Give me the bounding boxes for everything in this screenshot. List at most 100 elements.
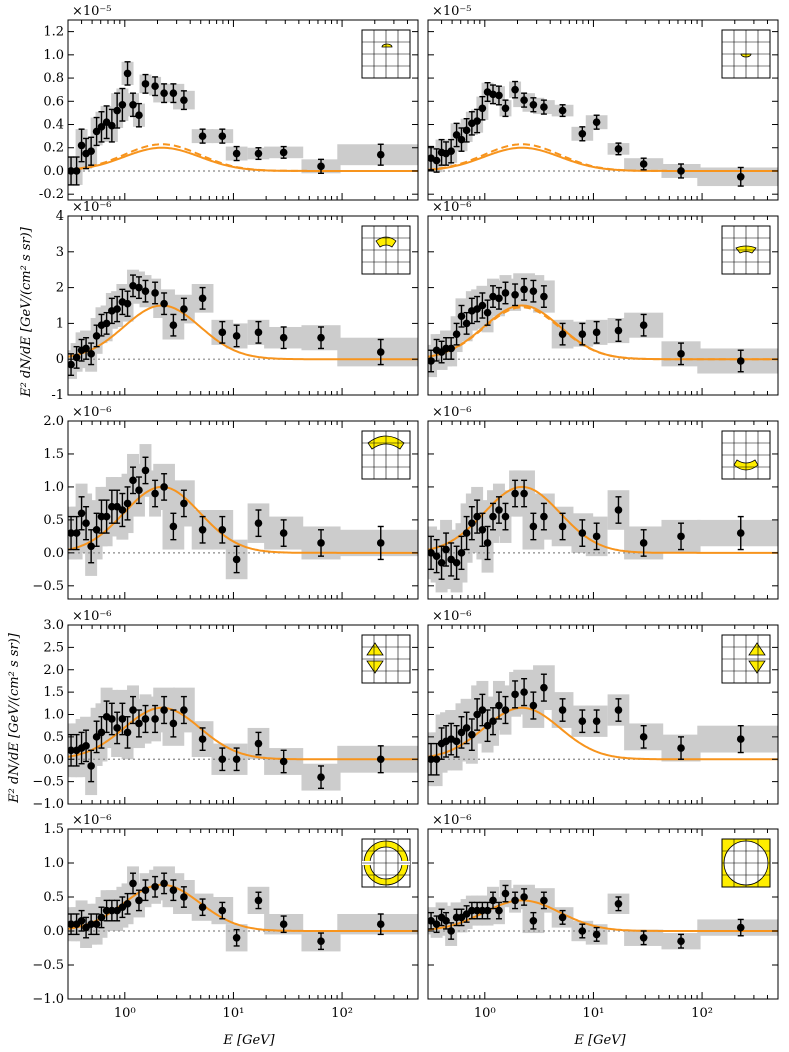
y-tick-label: 1.2 [43, 25, 64, 40]
data-point [160, 706, 168, 714]
panels: -0.2 0.0 0.2 0.4 0.6 0.8 1.0 1.2 ×10⁻⁵ ×10⁻⁵ -1 0 1 2… [32, 4, 779, 1021]
data-point [677, 167, 685, 175]
y-tick-label: 0.0 [43, 546, 64, 561]
model-curve [68, 485, 418, 554]
data-point [160, 879, 168, 888]
panel-r5c2: 10⁰ 10¹ 10² ×10⁻⁶ [427, 813, 779, 1021]
data-point [254, 739, 263, 748]
y-tick-label: −0.5 [32, 775, 64, 790]
data-point [376, 755, 385, 764]
data-point [141, 715, 150, 723]
panel-frame [427, 19, 779, 201]
data-point [447, 555, 455, 564]
data-point [169, 886, 178, 894]
model-curve [428, 485, 778, 554]
y-tick-label: -1 [51, 388, 64, 403]
y-tick-label: 0 [56, 352, 64, 367]
data-point [376, 150, 385, 159]
data-point [520, 893, 528, 901]
data-point [677, 744, 685, 752]
y-tick-label: 4 [56, 209, 64, 224]
data-point [135, 283, 143, 292]
roi-inset-icon [361, 430, 411, 480]
panel-r1c1: -0.2 0.0 0.2 0.4 0.6 0.8 1.0 1.2 ×10⁻⁵ [39, 4, 419, 202]
y-tick-label: 0.0 [43, 164, 64, 179]
panel-frame [427, 828, 779, 1000]
data-point [198, 294, 207, 303]
data-point [279, 920, 288, 928]
data-point [520, 96, 528, 104]
data-point [495, 506, 503, 514]
data-point [218, 906, 227, 915]
data-point [198, 735, 207, 743]
data-point [87, 542, 95, 551]
data-point [102, 906, 111, 915]
y-multiplier: ×10⁻⁶ [72, 405, 112, 420]
data-point [501, 889, 510, 898]
y-multiplier: ×10⁻⁶ [432, 200, 472, 215]
y-tick-label: 0.5 [43, 890, 64, 905]
x-axis-label-left: E [GeV] [222, 1033, 275, 1048]
data-point [614, 506, 623, 514]
panel-frame [67, 215, 419, 396]
data-point [558, 913, 567, 922]
data-point [457, 549, 466, 557]
x-axis-label-right: E [GeV] [573, 1033, 626, 1048]
data-point [614, 706, 623, 714]
data-point [462, 529, 471, 537]
panel-r2c1: -1 0 1 2 3 4 ×10⁻⁶ [51, 200, 419, 403]
data-point [592, 118, 601, 126]
data-point [123, 299, 132, 308]
data-point [452, 558, 461, 567]
data-point [254, 149, 263, 158]
data-point [169, 89, 178, 97]
data-point [520, 489, 528, 498]
data-point [478, 706, 487, 714]
data-point [135, 719, 143, 728]
data-point [160, 483, 168, 491]
data-point [129, 476, 137, 485]
data-point [639, 733, 648, 741]
data-point [254, 896, 263, 905]
data-point [232, 934, 241, 942]
roi-inset-icon [361, 634, 411, 684]
data-point [578, 927, 587, 935]
data-point [529, 100, 538, 109]
data-point [317, 333, 325, 342]
data-point [614, 326, 623, 335]
data-point [151, 289, 159, 297]
data-point [614, 900, 623, 908]
data-point [501, 104, 510, 113]
data-point [92, 525, 101, 534]
plot-area [68, 269, 418, 379]
panel-frame [67, 19, 419, 201]
data-point [736, 923, 745, 932]
data-point [489, 512, 497, 521]
data-point [677, 350, 685, 358]
data-point [376, 539, 385, 547]
panel-frame [67, 420, 419, 600]
y-tick-label: 0.2 [43, 141, 64, 156]
data-point [489, 896, 497, 905]
y-multiplier: ×10⁻⁶ [432, 609, 472, 624]
data-point [198, 903, 207, 911]
x-tick-label: 10¹ [583, 1006, 605, 1021]
data-point [68, 746, 75, 755]
data-point [92, 332, 101, 340]
data-point [102, 512, 111, 521]
data-point [639, 934, 648, 942]
roi-inset-icon [721, 29, 771, 79]
data-point [495, 294, 503, 303]
plot-area [68, 61, 418, 186]
data-point [108, 715, 116, 723]
data-point [578, 529, 587, 537]
data-point [72, 353, 81, 362]
data-point [478, 104, 487, 113]
data-point [123, 69, 132, 78]
data-point [108, 502, 116, 511]
data-point [317, 773, 325, 781]
data-point [129, 100, 137, 109]
data-point [232, 755, 241, 764]
y-tick-label: 1.5 [43, 447, 64, 462]
y-tick-label: 1.0 [43, 480, 64, 495]
